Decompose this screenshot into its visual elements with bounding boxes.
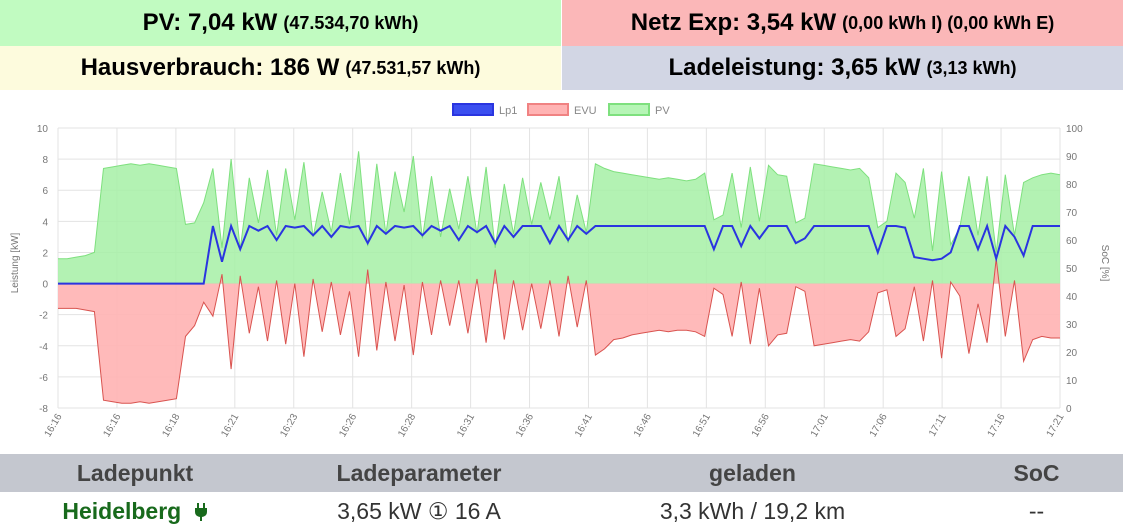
charging-energy: (3,13 kWh) [926, 57, 1017, 78]
x-tick-label: 16:31 [455, 412, 477, 440]
pv-tile: PV: 7,04 kW (47.534,70 kWh) [0, 0, 561, 46]
x-tick-label: 16:23 [278, 412, 300, 440]
legend-swatch-evu [527, 103, 569, 116]
x-tick-label: 16:28 [396, 412, 418, 440]
grid-tile: Netz Exp: 3,54 kW (0,00 kWh I) (0,00 kWh… [562, 0, 1123, 46]
header-soc: SoC [1013, 460, 1060, 486]
legend-item-lp1[interactable]: Lp1 [452, 103, 517, 117]
y-tick-label-left: -8 [39, 404, 48, 415]
legend-label-evu: EVU [574, 105, 597, 117]
y-tick-label-left: -2 [39, 311, 48, 322]
series-evu-line [58, 258, 1060, 404]
y-tick-label-left: 2 [42, 248, 48, 259]
series-pv-area [58, 151, 1060, 284]
x-tick-label: 16:36 [514, 412, 536, 440]
x-tick-label: 17:21 [1045, 412, 1067, 440]
x-tick-label: 16:18 [160, 412, 182, 440]
charging-power-tile: Ladeleistung: 3,65 kW (3,13 kWh) [562, 46, 1123, 90]
grid-energy: (0,00 kWh I) (0,00 kWh E) [842, 12, 1055, 33]
y-tick-label-left: -4 [39, 342, 48, 353]
header-ladepunkt: Ladepunkt [76, 460, 194, 486]
x-tick-label: 16:16 [43, 412, 65, 440]
y-axis-label-left: Leistung [kW] [10, 232, 21, 293]
header-ladeparameter: Ladeparameter [336, 460, 502, 486]
y-tick-label-right: 60 [1066, 236, 1078, 247]
y-tick-label-right: 90 [1066, 152, 1078, 163]
y-tick-label-right: 70 [1066, 208, 1078, 219]
house-consumption-tile: Hausverbrauch: 186 W (47.531,57 kWh) [0, 46, 561, 90]
y-tick-label-right: 10 [1066, 376, 1078, 387]
charging-power: Ladeleistung: 3,65 kW [668, 54, 921, 81]
legend-label-lp1: Lp1 [499, 105, 517, 117]
pv-energy: (47.534,70 kWh) [283, 12, 419, 33]
series-lp1-line [58, 222, 1060, 285]
y-tick-label-left: 8 [42, 155, 48, 166]
y-tick-label-right: 30 [1066, 320, 1078, 331]
y-tick-label-right: 40 [1066, 292, 1078, 303]
legend-label-pv: PV [655, 105, 670, 117]
y-tick-label-left: 4 [42, 217, 48, 228]
charge-points-table: Ladepunkt Ladeparameter geladen SoC Heid… [0, 454, 1123, 530]
y-tick-label-left: 0 [42, 280, 48, 291]
x-tick-label: 16:26 [337, 412, 359, 440]
x-tick-label: 16:51 [691, 412, 713, 440]
legend-swatch-lp1 [452, 103, 494, 116]
house-power: Hausverbrauch: 186 W [80, 54, 340, 81]
x-tick-label: 16:16 [101, 412, 123, 440]
table-row[interactable]: Heidelberg 3,65 kW ① 16 A 3,3 kWh / 19,2… [0, 492, 1123, 530]
x-tick-label: 16:21 [219, 412, 241, 440]
y-axis-label-right: SoC [%] [1099, 245, 1110, 282]
charge-point-name-cell[interactable]: Heidelberg [0, 492, 270, 530]
series-evu-area [58, 258, 1060, 404]
y-tick-label-left: 6 [42, 186, 48, 197]
table-header: Ladepunkt Ladeparameter geladen SoC [0, 454, 1123, 492]
y-tick-label-right: 20 [1066, 348, 1078, 359]
charge-parameters[interactable]: 3,65 kW ① 16 A [337, 498, 501, 524]
state-of-charge: -- [1028, 498, 1045, 524]
chart-legend[interactable]: Lp1 EVU PV [452, 103, 670, 117]
x-tick-label: 16:41 [573, 412, 595, 440]
x-tick-label: 16:56 [750, 412, 772, 440]
x-tick-label: 17:01 [809, 412, 831, 440]
pv-power: PV: 7,04 kW [142, 9, 278, 36]
y-tick-label-right: 50 [1066, 264, 1078, 275]
charged-energy: 3,3 kWh / 19,2 km [659, 498, 846, 524]
x-tick-label: 17:16 [986, 412, 1008, 440]
x-tick-label: 17:11 [927, 412, 949, 439]
chart-series-areas [58, 151, 1061, 404]
y-tick-label-right: 0 [1066, 404, 1072, 415]
legend-swatch-pv [608, 103, 650, 116]
power-chart[interactable]: 1086420-2-4-6-8100908070605040302010016:… [0, 96, 1123, 454]
y-tick-label-left: -6 [39, 373, 48, 384]
y-tick-label-left: 10 [37, 124, 49, 135]
x-tick-label: 16:46 [632, 412, 654, 440]
y-tick-label-right: 100 [1066, 124, 1083, 135]
x-tick-label: 17:06 [868, 412, 890, 440]
y-tick-label-right: 80 [1066, 180, 1078, 191]
series-pv-line [58, 151, 1061, 260]
house-energy: (47.531,57 kWh) [345, 57, 481, 78]
legend-item-evu[interactable]: EVU [527, 103, 597, 117]
charge-point-name[interactable]: Heidelberg [62, 498, 182, 524]
legend-item-pv[interactable]: PV [608, 103, 670, 117]
grid-power: Netz Exp: 3,54 kW [630, 9, 837, 36]
plug-icon [194, 503, 207, 521]
header-geladen: geladen [709, 460, 796, 486]
